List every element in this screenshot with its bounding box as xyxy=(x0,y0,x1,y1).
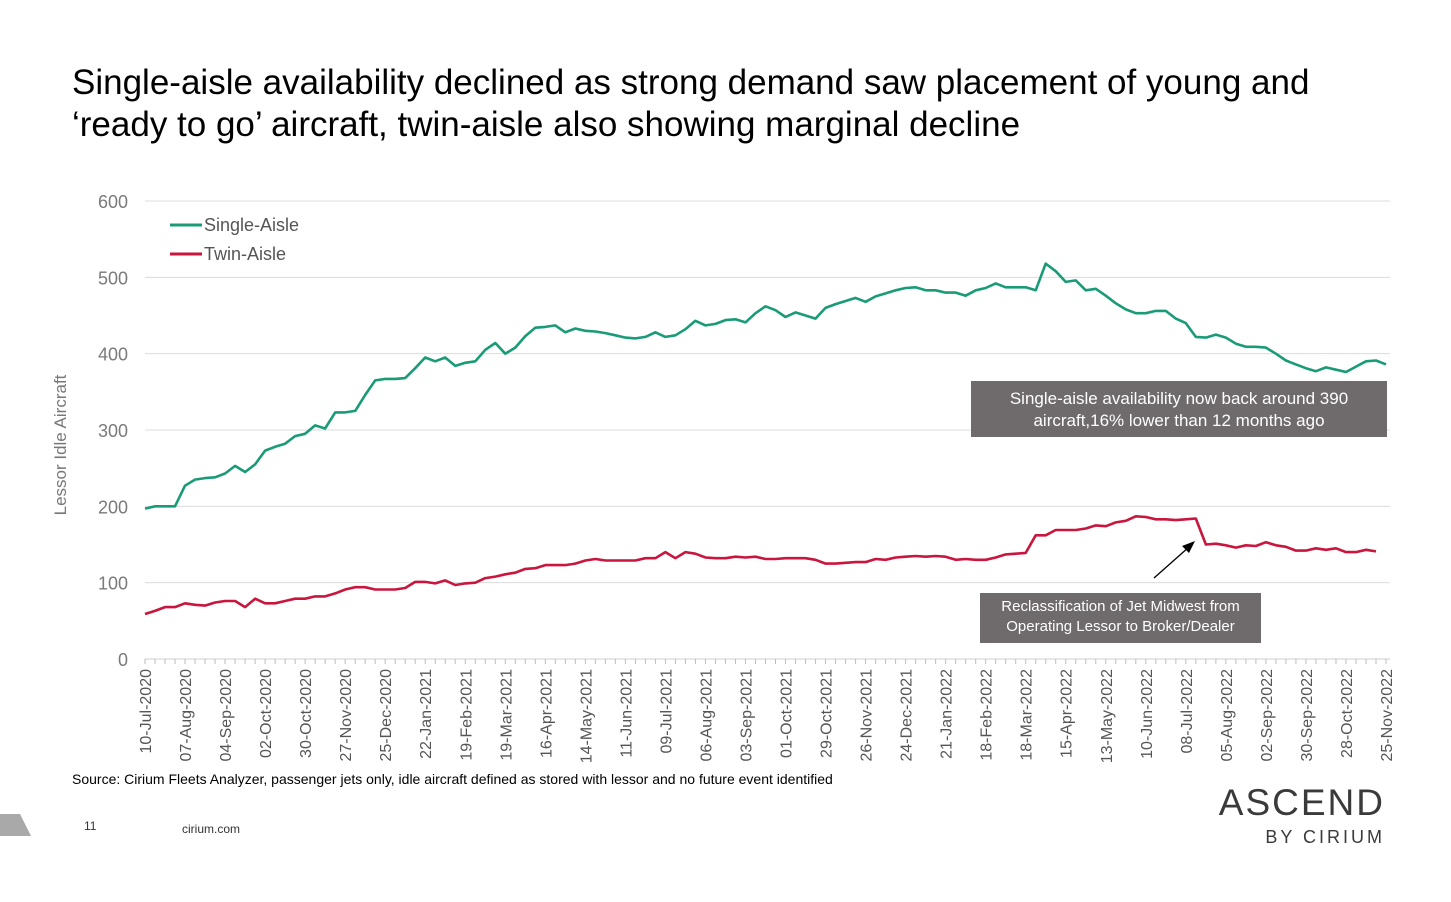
y-tick-label: 500 xyxy=(98,268,128,288)
slide-title-line-2: ‘ready to go’ aircraft, twin-aisle also … xyxy=(72,105,1021,144)
single-aisle-callout-line-1: Single-aisle availability now back aroun… xyxy=(1009,389,1349,408)
reclassification-callout-line-2: Operating Lessor to Broker/Dealer xyxy=(1006,618,1235,635)
x-tick-label: 15-Apr-2022 xyxy=(1059,669,1076,758)
x-axis-ticks: 10-Jul-2020 07-Aug-2020 04-Sep-2020 02-Oct-… xyxy=(138,669,1396,763)
x-tick-label: 02-Oct-2020 xyxy=(258,669,275,758)
x-tick-label: 01-Oct-2021 xyxy=(779,669,796,758)
x-tick-label: 10-Jun-2022 xyxy=(1139,669,1156,759)
x-tick-label: 06-Aug-2021 xyxy=(698,669,715,762)
x-tick-label: 19-Mar-2021 xyxy=(498,669,515,761)
slide-tab-marker xyxy=(0,814,31,836)
x-tick-label: 22-Jan-2021 xyxy=(418,669,435,759)
x-tick-label: 30-Oct-2020 xyxy=(298,669,315,758)
chart-legend: Single-Aisle Twin-Aisle xyxy=(170,215,299,264)
x-tick-label: 10-Jul-2020 xyxy=(138,669,155,754)
y-tick-label: 600 xyxy=(98,192,128,212)
x-tick-label: 04-Sep-2020 xyxy=(218,669,235,762)
x-tick-label: 25-Dec-2020 xyxy=(378,669,395,762)
x-tick-label: 09-Jul-2021 xyxy=(658,669,675,754)
reclassification-callout-line-1: Reclassification of Jet Midwest from xyxy=(1001,598,1240,615)
x-tick-label: 21-Jan-2022 xyxy=(939,669,956,759)
legend-label: Twin-Aisle xyxy=(204,244,286,264)
x-tick-label: 24-Dec-2021 xyxy=(899,669,916,762)
chart-series xyxy=(144,262,1387,616)
x-tick-label: 11-Jun-2021 xyxy=(618,669,635,758)
x-tick-label: 28-Oct-2022 xyxy=(1339,669,1356,758)
y-axis-ticks: 0 100 200 300 400 500 600 xyxy=(98,192,128,670)
x-tick-label: 26-Nov-2021 xyxy=(859,669,876,762)
series-line-twin-aisle xyxy=(144,515,1377,616)
x-tick-label: 30-Sep-2022 xyxy=(1299,669,1316,762)
page-number: 11 xyxy=(84,819,97,833)
x-tick-label: 16-Apr-2021 xyxy=(538,669,555,758)
x-tick-label: 02-Sep-2022 xyxy=(1259,669,1276,762)
single-aisle-callout: Single-aisle availability now back aroun… xyxy=(971,381,1387,437)
x-tick-label: 18-Mar-2022 xyxy=(1019,669,1036,761)
brand-sub: BY CIRIUM xyxy=(1265,827,1385,847)
x-tick-label: 27-Nov-2020 xyxy=(338,669,355,762)
source-note: Source: Cirium Fleets Analyzer, passenge… xyxy=(72,771,833,787)
ascend-logo: ASCEND BY CIRIUM xyxy=(1205,783,1385,848)
reclassification-callout: Reclassification of Jet Midwest from Ope… xyxy=(980,593,1261,643)
legend-label: Single-Aisle xyxy=(204,215,299,235)
x-tick-label: 13-May-2022 xyxy=(1099,669,1116,763)
x-tick-label: 03-Sep-2021 xyxy=(738,669,755,762)
site-url: cirium.com xyxy=(182,822,241,836)
y-tick-label: 300 xyxy=(98,421,128,441)
x-tick-label: 25-Nov-2022 xyxy=(1379,669,1396,762)
x-tick-label: 07-Aug-2020 xyxy=(178,669,195,762)
brand-name: ASCEND xyxy=(1218,782,1385,823)
single-aisle-callout-line-2: aircraft,16% lower than 12 months ago xyxy=(1033,411,1325,430)
x-tick-label: 19-Feb-2021 xyxy=(458,669,475,761)
x-tick-label: 18-Feb-2022 xyxy=(979,669,996,761)
x-tick-label: 29-Oct-2021 xyxy=(819,669,836,758)
x-tick-label: 08-Jul-2022 xyxy=(1179,669,1196,754)
series-line-single-aisle xyxy=(144,262,1387,510)
x-tick-label: 05-Aug-2022 xyxy=(1219,669,1236,762)
y-tick-label: 0 xyxy=(118,650,128,670)
y-axis-label: Lessor Idle Aircraft xyxy=(51,374,70,515)
y-tick-label: 100 xyxy=(98,574,128,594)
y-tick-label: 400 xyxy=(98,345,128,365)
y-tick-label: 200 xyxy=(98,497,128,517)
slide-title-line-1: Single-aisle availability declined as st… xyxy=(72,63,1310,102)
annotation-arrow xyxy=(1153,541,1195,579)
slide-title: Single-aisle availability declined as st… xyxy=(72,62,1412,146)
x-tick-label: 14-May-2021 xyxy=(578,669,595,763)
